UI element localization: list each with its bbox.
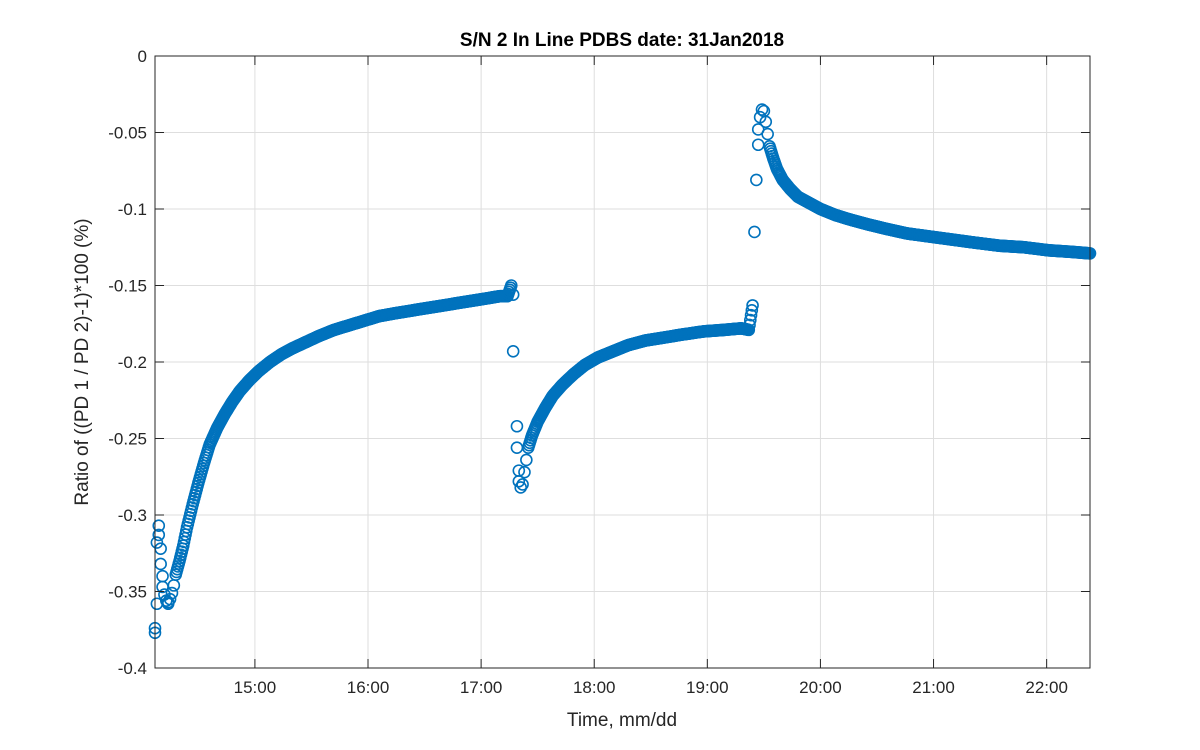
data-point <box>761 127 774 141</box>
data-point <box>518 465 531 479</box>
y-tick-labels: 0 -0.05 -0.1 -0.15 -0.2 -0.25 -0.3 -0.35 -0.4 <box>108 47 147 678</box>
y-tick-label: -0.35 <box>108 583 147 602</box>
data-point <box>520 453 533 467</box>
data-point <box>152 528 166 542</box>
grid-lines <box>155 56 1090 668</box>
data-point <box>759 115 773 129</box>
data-point <box>512 475 526 488</box>
data-point <box>742 323 756 337</box>
y-tick-label: -0.4 <box>118 659 147 678</box>
y-axis-label: Ratio of ((PD 1 / PD 2)-1)*100 (%) <box>72 218 93 505</box>
data-point <box>165 586 179 600</box>
data-point <box>152 519 166 533</box>
chart-title: S/N 2 In Line PDBS date: 31Jan2018 <box>460 30 784 51</box>
data-point <box>506 344 520 358</box>
data-point <box>755 103 769 116</box>
data-point <box>504 279 518 292</box>
x-tick-label: 21:00 <box>912 678 955 697</box>
y-tick-label: 0 <box>138 47 147 66</box>
data-point <box>743 318 756 332</box>
y-tick-label: -0.3 <box>118 506 147 525</box>
data-point <box>748 225 761 239</box>
x-tick-labels: 15:00 16:00 17:00 18:00 19:00 20:00 21:00 22:00 <box>234 678 1068 697</box>
data-point <box>744 313 757 327</box>
data-point <box>163 592 177 606</box>
y-tick-label: -0.25 <box>108 430 147 449</box>
y-tick-label: -0.1 <box>118 200 147 219</box>
data-point <box>744 308 758 322</box>
x-axis-label: Time, mm/dd <box>567 710 677 731</box>
x-tick-label: 22:00 <box>1025 678 1068 697</box>
data-point <box>746 299 759 312</box>
x-tick-label: 17:00 <box>460 678 503 697</box>
data-point <box>150 536 164 549</box>
data-point <box>510 419 524 433</box>
x-tick-label: 16:00 <box>347 678 390 697</box>
data-point <box>506 288 520 301</box>
data-point <box>516 478 529 491</box>
x-tick-label: 15:00 <box>234 678 277 697</box>
y-tick-label: -0.15 <box>108 277 147 296</box>
x-tick-label: 19:00 <box>686 678 729 697</box>
axis-ticks <box>155 55 1090 669</box>
y-tick-label: -0.05 <box>108 124 147 143</box>
x-tick-label: 20:00 <box>799 678 842 697</box>
data-point <box>745 303 759 317</box>
x-tick-label: 18:00 <box>573 678 616 697</box>
data-point <box>750 173 763 187</box>
y-tick-label: -0.2 <box>118 353 147 372</box>
